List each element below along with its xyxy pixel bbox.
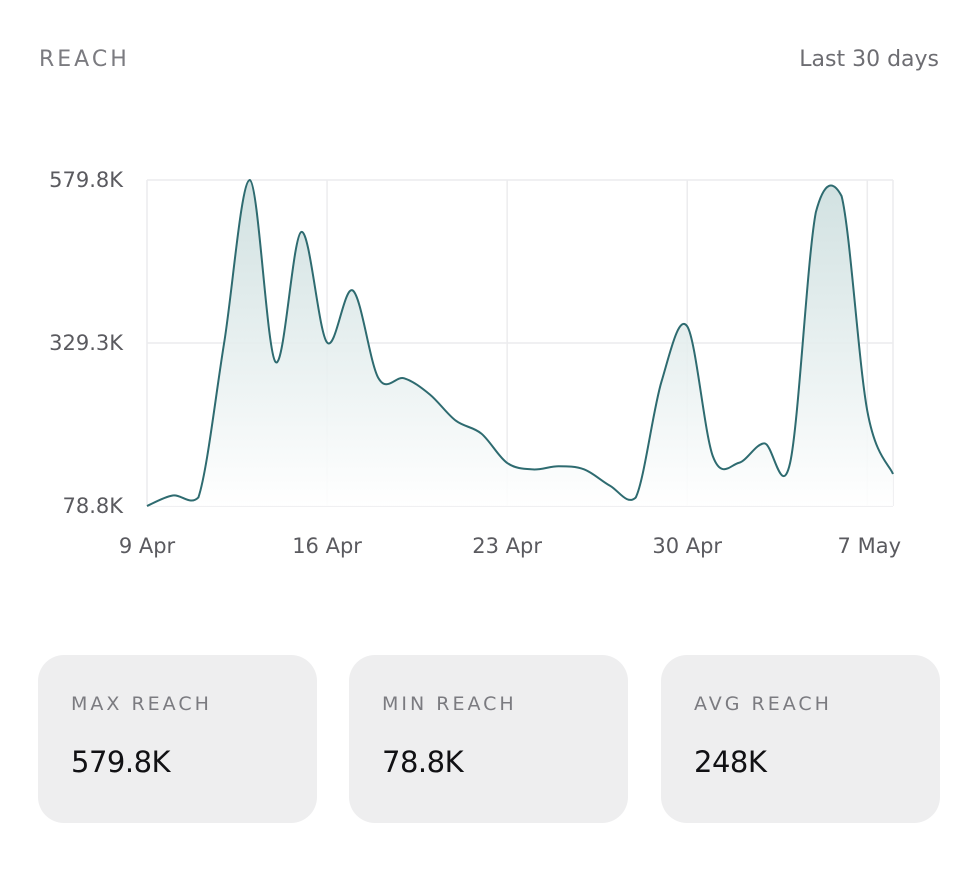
- x-tick-label: 30 Apr: [652, 534, 722, 558]
- reach-line: [146, 178, 894, 507]
- max-reach-card: MAX REACH 579.8K: [38, 655, 317, 823]
- reach-area: [147, 180, 893, 506]
- y-axis: 579.8K 329.3K 78.8K: [49, 168, 124, 518]
- y-tick-label: 579.8K: [49, 168, 124, 192]
- avg-reach-value: 248K: [694, 745, 767, 779]
- avg-reach-card: AVG REACH 248K: [661, 655, 940, 823]
- y-tick-label: 78.8K: [62, 494, 124, 518]
- x-tick-label: 16 Apr: [292, 534, 362, 558]
- reach-chart: 579.8K 329.3K 78.8K 9 Apr 16 Apr 23 Apr …: [49, 168, 901, 558]
- x-tick-label: 9 Apr: [119, 534, 176, 558]
- min-reach-value: 78.8K: [382, 745, 464, 779]
- x-axis: 9 Apr 16 Apr 23 Apr 30 Apr 7 May: [119, 534, 901, 558]
- avg-reach-label: AVG REACH: [694, 693, 832, 715]
- min-reach-card: MIN REACH 78.8K: [349, 655, 628, 823]
- chart-title: REACH: [39, 47, 130, 72]
- max-reach-label: MAX REACH: [71, 693, 212, 715]
- x-tick-label: 23 Apr: [472, 534, 542, 558]
- min-reach-label: MIN REACH: [382, 693, 517, 715]
- x-tick-label: 7 May: [838, 534, 901, 558]
- date-range-label[interactable]: Last 30 days: [799, 47, 939, 72]
- max-reach-value: 579.8K: [71, 745, 171, 779]
- y-tick-label: 329.3K: [49, 331, 124, 355]
